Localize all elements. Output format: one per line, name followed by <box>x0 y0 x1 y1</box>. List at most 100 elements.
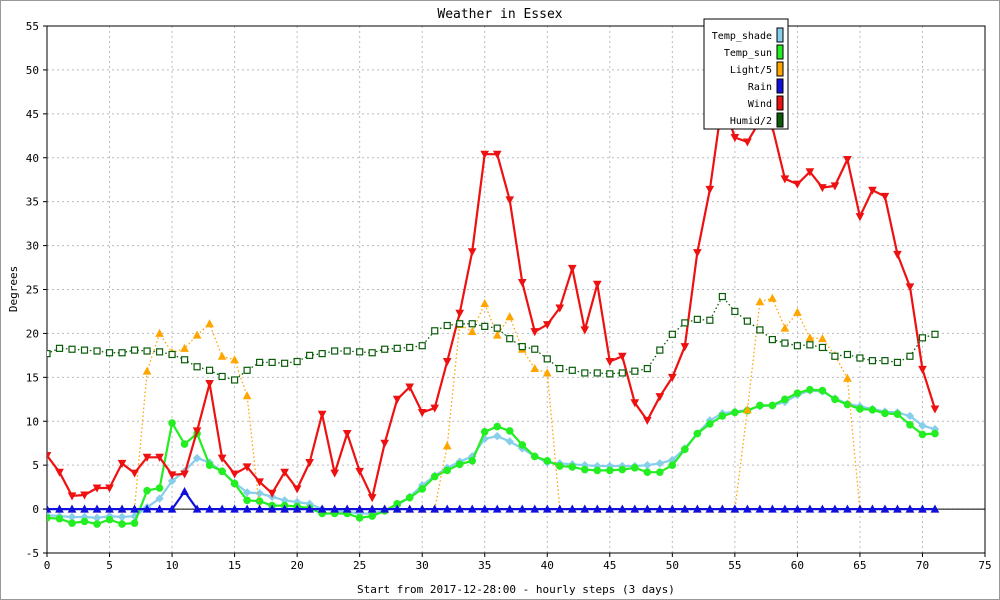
data-point-temp-sun <box>47 514 51 522</box>
data-point-temp-sun <box>93 520 101 528</box>
data-point-rain <box>317 504 327 513</box>
data-point-rain <box>918 504 927 513</box>
chart-title: Weather in Essex <box>437 7 562 22</box>
data-point-wind <box>893 250 902 259</box>
data-point-temp-sun <box>130 519 139 527</box>
data-point-wind <box>555 304 565 313</box>
data-point-rain <box>667 504 677 513</box>
data-point-wind <box>517 278 527 288</box>
data-point-temp-sun <box>831 395 839 404</box>
data-point-humid-2 <box>256 358 264 367</box>
data-point-light-5 <box>467 327 477 336</box>
data-point-temp-shade <box>655 459 665 468</box>
data-point-humid-2 <box>306 351 314 359</box>
data-point-wind <box>117 459 127 468</box>
x-tick-label: 65 <box>853 559 866 572</box>
x-tick-label: 10 <box>165 559 178 572</box>
data-point-rain <box>380 504 390 513</box>
data-point-temp-sun <box>143 486 151 495</box>
data-point-rain <box>805 504 815 513</box>
data-point-rain <box>280 504 289 513</box>
data-point-wind <box>805 168 815 177</box>
data-point-temp-shade <box>918 421 927 430</box>
data-point-rain <box>47 504 52 513</box>
data-point-temp-sun <box>180 440 189 448</box>
data-point-rain <box>442 504 452 513</box>
x-tick-label: 45 <box>603 559 616 572</box>
legend-swatch-rain <box>776 78 784 94</box>
data-point-humid-2 <box>55 344 64 352</box>
legend-swatch-temp-sun <box>776 44 784 60</box>
data-point-temp-sun <box>105 515 114 524</box>
data-point-humid-2 <box>706 316 714 324</box>
data-point-rain <box>542 504 552 513</box>
data-point-humid-2 <box>406 343 414 352</box>
data-point-humid-2 <box>756 326 764 334</box>
data-point-temp-sun <box>355 514 364 522</box>
data-point-rain <box>55 504 64 513</box>
data-point-wind <box>217 454 227 463</box>
data-point-humid-2 <box>218 372 226 381</box>
data-point-temp-shade <box>167 476 177 486</box>
data-point-light-5 <box>755 297 765 306</box>
data-point-rain <box>117 504 127 513</box>
data-point-temp-sun <box>168 419 176 427</box>
data-point-temp-shade <box>493 431 502 441</box>
legend-swatch-humid-2 <box>776 112 784 128</box>
legend-label-temp-sun: Temp_sun <box>724 48 772 59</box>
data-point-wind <box>705 185 715 194</box>
data-point-humid-2 <box>118 349 126 357</box>
data-point-light-5 <box>192 330 202 339</box>
data-point-rain <box>305 504 314 513</box>
data-point-temp-sun <box>681 445 689 454</box>
data-point-wind <box>580 326 590 335</box>
data-point-wind <box>55 468 64 477</box>
data-point-rain <box>505 504 515 513</box>
data-point-wind <box>530 328 540 337</box>
data-point-temp-sun <box>55 514 64 523</box>
series-humid-2-clip <box>47 292 939 384</box>
data-point-light-5 <box>818 334 827 343</box>
data-point-humid-2 <box>918 334 927 342</box>
data-point-wind <box>230 470 239 479</box>
data-point-wind <box>342 430 352 439</box>
data-point-humid-2 <box>431 327 439 335</box>
data-point-wind <box>355 467 365 476</box>
y-tick-label: 45 <box>26 108 39 121</box>
data-point-rain <box>768 504 777 513</box>
data-point-temp-sun <box>781 395 789 404</box>
data-point-temp-sun <box>118 520 126 528</box>
data-point-light-5 <box>780 323 790 332</box>
data-point-humid-2 <box>593 369 601 377</box>
data-point-rain <box>142 504 152 513</box>
data-point-light-5 <box>142 366 152 375</box>
legend-label-rain: Rain <box>748 82 772 93</box>
data-point-temp-sun <box>818 386 827 395</box>
data-point-temp-sun <box>530 452 539 461</box>
data-point-light-5 <box>205 319 214 328</box>
series-rain-clip <box>47 486 940 513</box>
data-point-temp-sun <box>606 466 614 475</box>
data-point-light-5 <box>843 373 852 382</box>
data-point-rain <box>693 504 702 513</box>
legend-label-temp-shade: Temp_shade <box>712 31 772 42</box>
data-point-rain <box>830 504 840 513</box>
data-point-temp-sun <box>155 484 164 492</box>
data-point-humid-2 <box>47 350 51 358</box>
data-point-temp-sun <box>868 406 877 414</box>
data-point-wind <box>417 408 427 418</box>
series-wind-clip <box>47 97 940 503</box>
data-point-temp-sun <box>455 460 464 469</box>
data-point-temp-sun <box>618 465 627 474</box>
data-point-light-5 <box>480 298 490 308</box>
data-point-wind <box>455 309 465 318</box>
data-point-wind <box>830 182 840 191</box>
series-humid-2 <box>47 292 939 384</box>
data-point-temp-sun <box>418 485 427 493</box>
data-point-wind <box>442 358 452 367</box>
series-rain <box>47 486 940 513</box>
data-point-wind <box>918 365 927 374</box>
data-point-wind <box>930 405 940 414</box>
data-point-temp-sun <box>443 466 452 475</box>
